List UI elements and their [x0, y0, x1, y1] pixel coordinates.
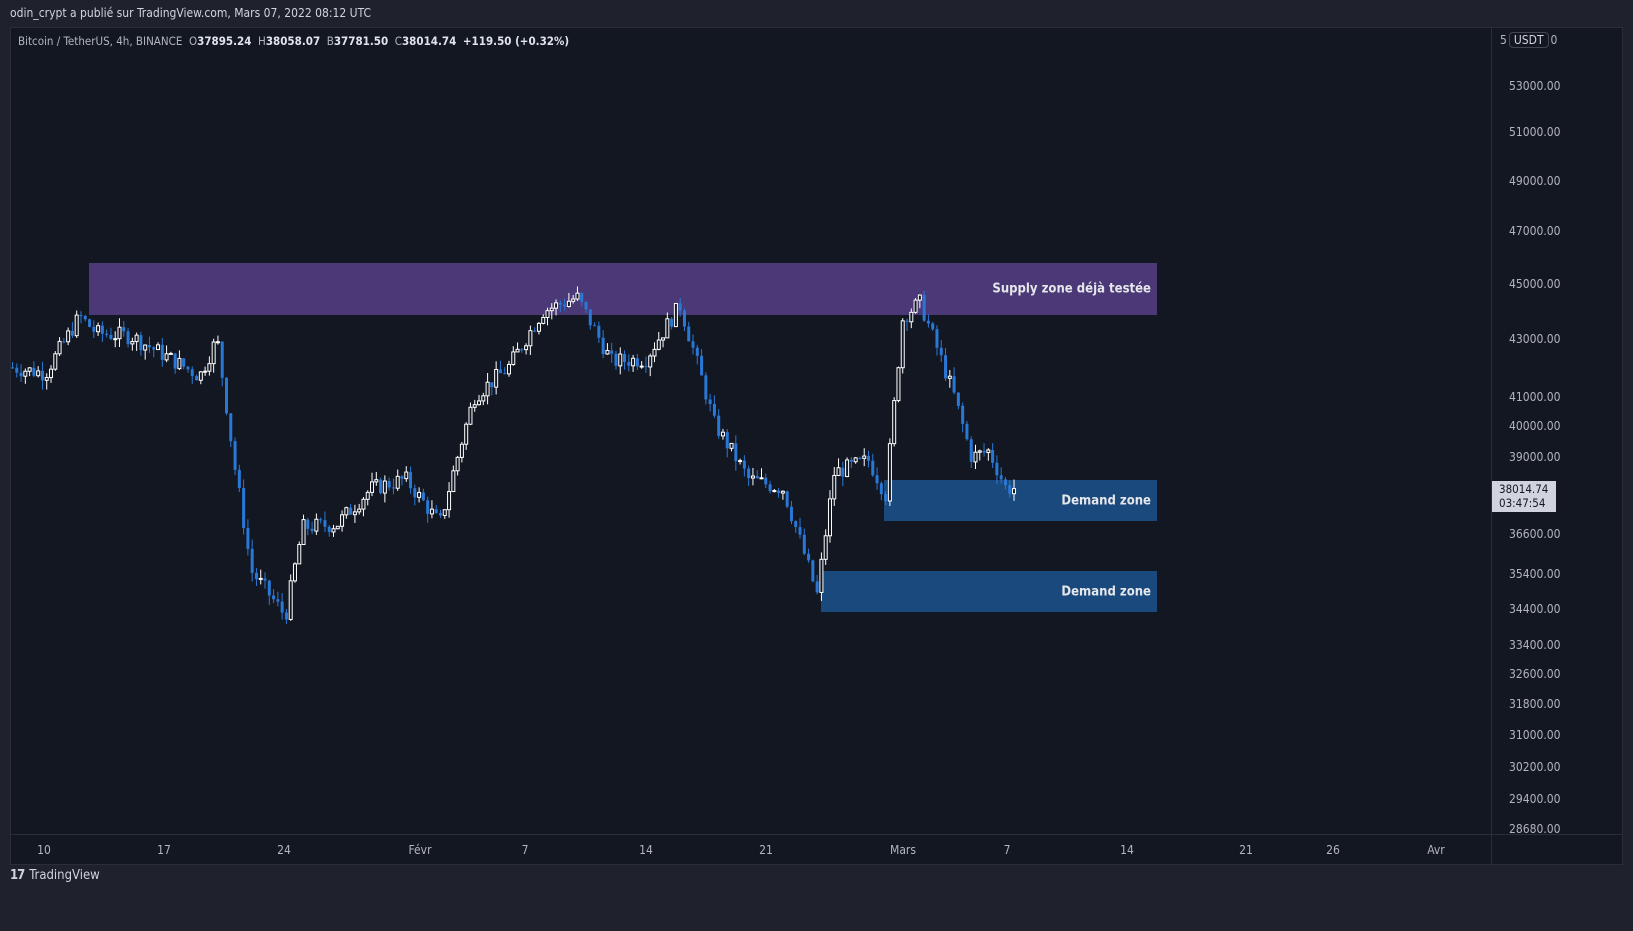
- time-tick: 14: [1120, 843, 1134, 857]
- time-tick: 7: [521, 843, 529, 857]
- axis-corner: [1491, 834, 1623, 865]
- price-tick: 36600.00: [1509, 527, 1561, 542]
- time-tick: 17: [157, 843, 171, 857]
- time-tick: 24: [277, 843, 291, 857]
- bar-countdown: 03:47:54: [1499, 496, 1546, 510]
- supply-zone[interactable]: Supply zone déjà testée: [89, 263, 1157, 315]
- price-tick: 41000.00: [1509, 389, 1561, 404]
- demand-zone-lower-label: Demand zone: [1061, 584, 1151, 599]
- price-tick: 39000.00: [1509, 450, 1561, 465]
- price-tick: 34400.00: [1509, 602, 1561, 617]
- current-price-label: 38014.74 03:47:54: [1492, 481, 1556, 512]
- price-tick: 43000.00: [1509, 331, 1561, 346]
- currency-selector[interactable]: 5 USDT 0: [1500, 32, 1558, 48]
- price-tick: 31000.00: [1509, 728, 1561, 743]
- candlestick-series: [11, 286, 1017, 624]
- price-tick: 30200.00: [1509, 759, 1561, 774]
- demand-zone-upper-label: Demand zone: [1061, 493, 1151, 508]
- tradingview-logo-icon: 17: [10, 868, 25, 883]
- symbol-legend: Bitcoin / TetherUS, 4h, BINANCE O37895.2…: [18, 34, 570, 48]
- price-tick: 32600.00: [1509, 667, 1561, 682]
- price-tick: 28680.00: [1509, 822, 1561, 836]
- time-tick: Mars: [890, 843, 916, 857]
- price-tick: 40000.00: [1509, 419, 1561, 434]
- current-price: 38014.74: [1499, 482, 1549, 496]
- open-value: 37895.24: [197, 34, 252, 48]
- time-tick: 14: [639, 843, 653, 857]
- time-tick: 21: [759, 843, 773, 857]
- price-tick: 31800.00: [1509, 697, 1561, 712]
- time-tick: 7: [1003, 843, 1011, 857]
- time-axis[interactable]: 10 17 24 Févr 7 14 21 Mars 7 14 21 26 Avr: [11, 834, 1491, 865]
- supply-zone-label: Supply zone déjà testée: [992, 281, 1151, 297]
- price-tick: 33400.00: [1509, 637, 1561, 652]
- price-tick: 49000.00: [1509, 173, 1561, 188]
- chart-frame: Supply zone déjà testée Demand zone Dema…: [10, 27, 1623, 865]
- low-value: 37781.50: [333, 34, 389, 48]
- time-tick: Févr: [408, 843, 432, 857]
- time-tick: 10: [37, 843, 51, 857]
- currency-button[interactable]: USDT: [1508, 32, 1549, 48]
- price-tick: 53000.00: [1509, 78, 1561, 93]
- close-value: 38014.74: [401, 34, 457, 48]
- price-tick: 29400.00: [1509, 792, 1561, 807]
- publish-info: odin_crypt a publié sur TradingView.com,…: [10, 6, 372, 20]
- price-tick: 51000.00: [1509, 125, 1561, 140]
- demand-zone-lower[interactable]: Demand zone: [821, 571, 1157, 612]
- price-tick: 35400.00: [1509, 567, 1561, 582]
- price-axis[interactable]: 5 USDT 0 53000.00 51000.00 49000.00 47000.00 4…: [1491, 28, 1623, 836]
- price-tick: 45000.00: [1509, 276, 1561, 291]
- change-value: +119.50 (+0.32%): [462, 34, 570, 48]
- chart-plot-area[interactable]: Supply zone déjà testée Demand zone Dema…: [11, 28, 1491, 834]
- brand-name: TradingView: [29, 868, 100, 883]
- price-tick: 47000.00: [1509, 224, 1561, 239]
- high-value: 38058.07: [265, 34, 321, 48]
- time-tick: 21: [1239, 843, 1253, 857]
- time-tick: 26: [1326, 843, 1340, 857]
- time-tick: Avr: [1427, 843, 1445, 857]
- demand-zone-upper[interactable]: Demand zone: [884, 480, 1157, 521]
- footer-branding: 17 TradingView: [10, 868, 100, 883]
- symbol-name[interactable]: Bitcoin / TetherUS, 4h, BINANCE: [18, 34, 183, 48]
